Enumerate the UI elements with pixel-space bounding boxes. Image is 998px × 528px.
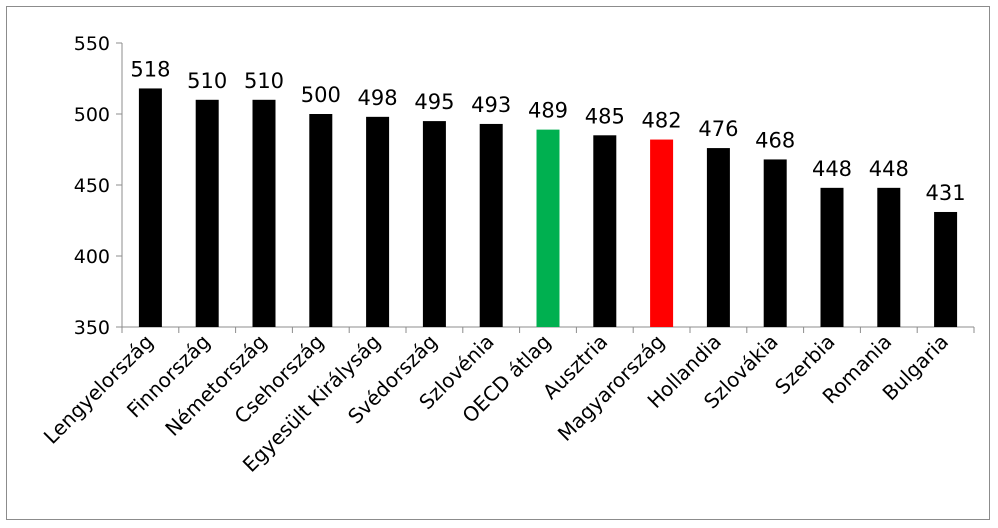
bar [138, 88, 162, 327]
data-label: 495 [414, 90, 454, 114]
bar [820, 187, 844, 327]
data-label: 468 [755, 128, 795, 152]
data-label: 510 [187, 69, 227, 93]
bar [934, 211, 958, 327]
data-label: 448 [812, 157, 852, 181]
bar [650, 139, 674, 327]
bar [763, 159, 787, 327]
x-tick-labels: LengyelországFinnországNémetországCsehor… [39, 330, 953, 477]
bar [309, 114, 333, 327]
bar [593, 135, 617, 327]
y-tick-label: 500 [74, 104, 110, 126]
bars [138, 88, 958, 327]
bar [252, 99, 276, 327]
y-tick-label: 400 [74, 246, 110, 268]
data-label: 448 [869, 157, 909, 181]
data-label: 431 [926, 181, 966, 205]
value-labels: 518 510 510 500 498 495 493 489 485 482 476 468 448 4… [130, 57, 965, 205]
bar [536, 129, 560, 327]
bar [366, 116, 390, 327]
y-tick-labels: 350 400 450 500 550 [74, 33, 110, 339]
bar [877, 187, 901, 327]
bar [422, 121, 446, 327]
y-tick-label: 350 [74, 317, 110, 339]
data-label: 510 [244, 69, 284, 93]
data-label: 476 [698, 117, 738, 141]
data-label: 500 [301, 83, 341, 107]
y-tick-label: 450 [74, 175, 110, 197]
bar [195, 99, 219, 327]
bar [479, 123, 503, 327]
data-label: 493 [471, 93, 511, 117]
bar [706, 148, 730, 327]
y-tick-label: 550 [74, 33, 110, 55]
data-label: 485 [585, 104, 625, 128]
data-label: 482 [642, 109, 682, 133]
data-label: 498 [358, 86, 398, 110]
data-label: 489 [528, 99, 568, 123]
data-label: 518 [130, 57, 170, 81]
